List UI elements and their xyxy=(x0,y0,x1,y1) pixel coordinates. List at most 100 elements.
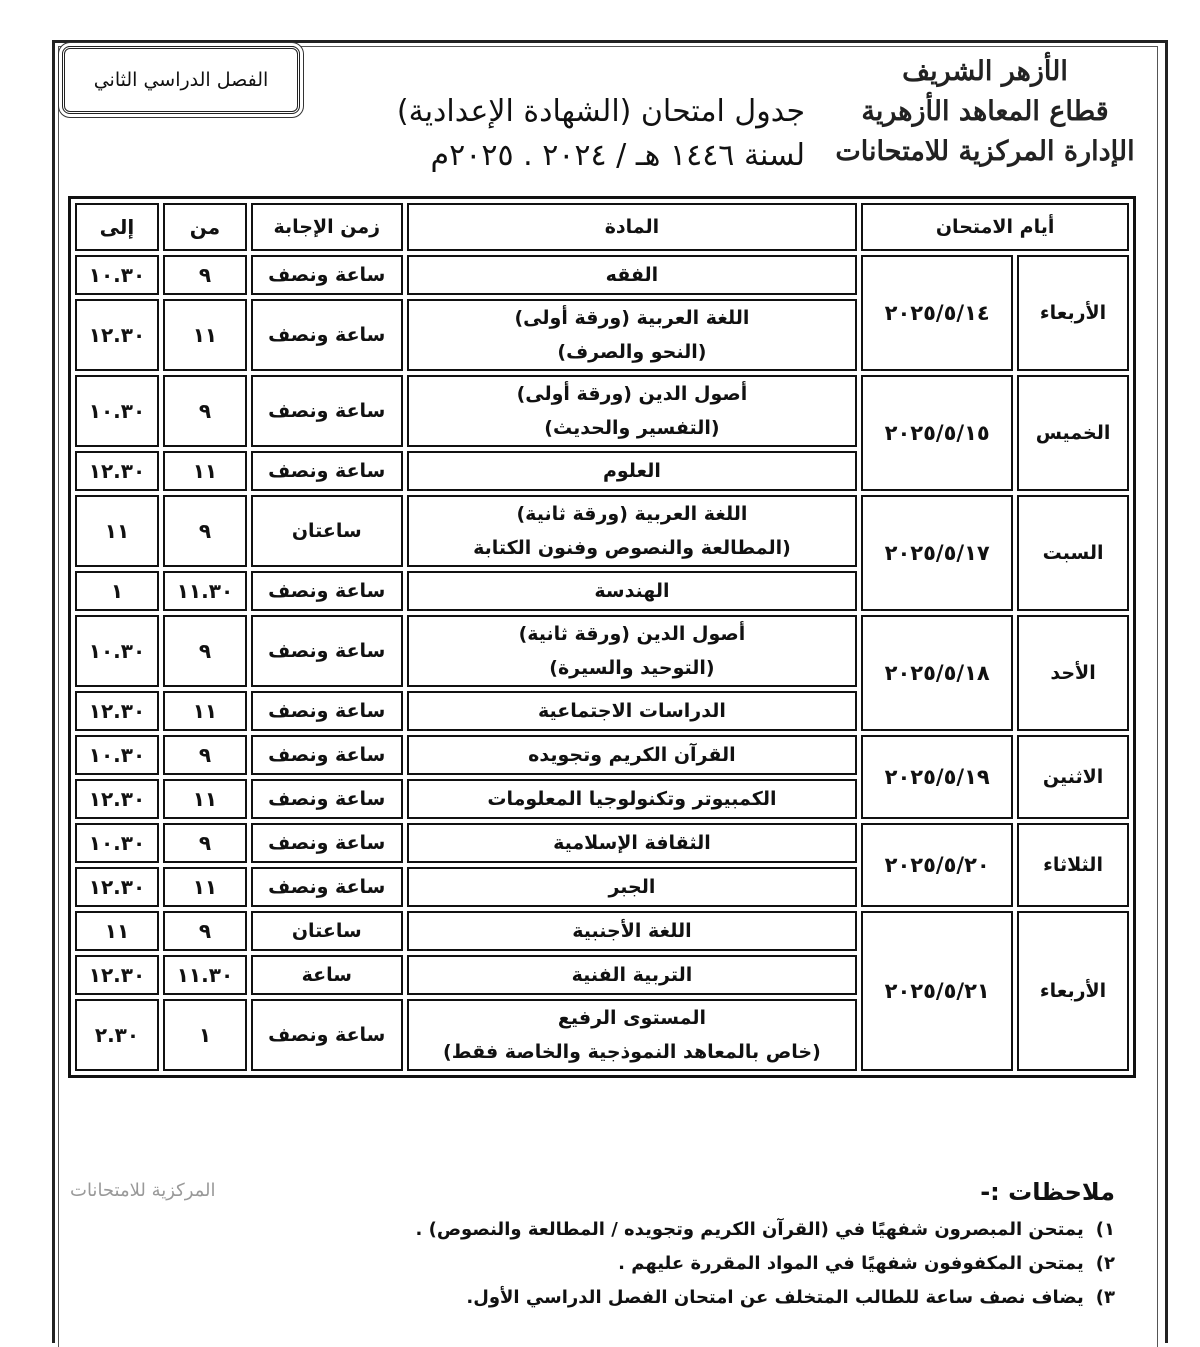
year-text: لسنة ١٤٤٦ هـ / ٢٠٢٤ . ٢٠٢٥م xyxy=(430,138,805,173)
to-time-cell: ١١ xyxy=(75,911,159,951)
from-time-cell: ١١ xyxy=(162,299,247,371)
term-box: الفصل الدراسي الثاني xyxy=(62,46,300,114)
subject-name: أصول الدين (ورقة ثانية) xyxy=(518,623,746,645)
from-time-cell: ١١.٣٠ xyxy=(162,955,247,995)
date-cell: ٢٠٢٥/٥/١٤ xyxy=(861,255,1014,371)
date-cell: ٢٠٢٥/٥/١٩ xyxy=(861,735,1014,819)
to-time-cell: ١ xyxy=(75,571,159,611)
subject-name: الثقافة الإسلامية xyxy=(553,832,711,854)
subject-cell: المستوى الرفيع (خاص بالمعاهد النموذجية وا… xyxy=(406,999,858,1071)
table-row: الأحد ٢٠٢٥/٥/١٨ أصول الدين (ورقة ثانية) (ال… xyxy=(75,615,1129,731)
header-to: إلى xyxy=(75,203,159,251)
to-time-cell: ١٢.٣٠ xyxy=(75,955,159,995)
subject-name: الفقه xyxy=(605,264,659,286)
subject-cell: الجبر xyxy=(406,867,858,907)
table-row: الاثنين ٢٠٢٥/٥/١٩ القرآن الكريم وتجويده ساع… xyxy=(75,735,1129,819)
date-cell: ٢٠٢٥/٥/٢٠ xyxy=(861,823,1014,907)
to-time-cell: ١٢.٣٠ xyxy=(75,691,159,731)
subject-detail: (النحو والصرف) xyxy=(557,341,707,363)
duration-cell: ساعة ونصف xyxy=(250,823,403,863)
subject-name: اللغة العربية (ورقة أولى) xyxy=(514,307,750,329)
table-row: الهندسة ساعة ونصف ١١.٣٠ ١ xyxy=(75,571,1129,611)
subject-name: اللغة الأجنبية xyxy=(572,920,692,942)
note-number: ١) xyxy=(1095,1219,1115,1240)
duration-cell: ساعة ونصف xyxy=(250,375,403,447)
header-from: من xyxy=(162,203,247,251)
logo-line: الأزهر الشريف xyxy=(902,56,1069,87)
day-cell: السبت xyxy=(1017,495,1129,611)
subject-detail: (التفسير والحديث) xyxy=(544,417,720,439)
table-row: الدراسات الاجتماعية ساعة ونصف ١١ ١٢.٣٠ xyxy=(75,691,1129,731)
duration-cell: ساعة xyxy=(250,955,403,995)
to-time-cell: ٢.٣٠ xyxy=(75,999,159,1071)
note-number: ٢) xyxy=(1095,1253,1115,1274)
header-subject: المادة xyxy=(406,203,858,251)
header-row: أيام الامتحان المادة زمن الإجابة من إلى xyxy=(75,203,1129,251)
document-title: جدول امتحان (الشهادة الإعدادية) لسنة ١٤٤… xyxy=(397,90,805,178)
header-days: أيام الامتحان xyxy=(861,203,1129,251)
to-time-cell: ١٠.٣٠ xyxy=(75,735,159,775)
logo-line: قطاع المعاهد الأزهرية xyxy=(861,96,1109,127)
from-time-cell: ١ xyxy=(162,999,247,1071)
notes-title: ملاحظات :- xyxy=(980,1178,1115,1206)
from-time-cell: ١١.٣٠ xyxy=(162,571,247,611)
duration-cell: ساعة ونصف xyxy=(250,999,403,1071)
subject-cell: القرآن الكريم وتجويده xyxy=(406,735,858,775)
exam-schedule-table: أيام الامتحان المادة زمن الإجابة من إلى … xyxy=(68,196,1136,1078)
subject-detail: (التوحيد والسيرة) xyxy=(549,657,715,679)
subject-cell: اللغة العربية (ورقة ثانية) (المطالعة والن… xyxy=(406,495,858,567)
day-cell: الاثنين xyxy=(1017,735,1129,819)
subject-cell: أصول الدين (ورقة ثانية) (التوحيد والسيرة) xyxy=(406,615,858,687)
to-time-cell: ١٠.٣٠ xyxy=(75,375,159,447)
stamp-text: المركزية للامتحانات xyxy=(70,1180,216,1201)
subject-name: أصول الدين (ورقة أولى) xyxy=(516,383,748,405)
date-cell: ٢٠٢٥/٥/١٧ xyxy=(861,495,1014,611)
note-text: يمتحن المبصرون شفهيًا في (القرآن الكريم … xyxy=(415,1219,1084,1240)
to-time-cell: ١٢.٣٠ xyxy=(75,451,159,491)
subject-cell: الفقه xyxy=(406,255,858,295)
subject-detail: (المطالعة والنصوص وفنون الكتابة xyxy=(473,537,791,559)
subject-name: الكمبيوتر وتكنولوجيا المعلومات xyxy=(487,788,777,810)
note-item: ٣) يضاف نصف ساعة للطالب المتخلف عن امتحان… xyxy=(416,1281,1115,1315)
duration-cell: ساعة ونصف xyxy=(250,571,403,611)
subject-cell: الثقافة الإسلامية xyxy=(406,823,858,863)
to-time-cell: ١١ xyxy=(75,495,159,567)
logo-line: الإدارة المركزية للامتحانات xyxy=(835,136,1135,167)
table-row: الكمبيوتر وتكنولوجيا المعلومات ساعة ونصف ١… xyxy=(75,779,1129,819)
note-text: يمتحن المكفوفون شفهيًا في المواد المقررة… xyxy=(618,1253,1084,1274)
table-row: الثلاثاء ٢٠٢٥/٥/٢٠ الثقافة الإسلامية ساعة و… xyxy=(75,823,1129,907)
from-time-cell: ٩ xyxy=(162,615,247,687)
note-item: ١) يمتحن المبصرون شفهيًا في (القرآن الكري… xyxy=(416,1213,1115,1247)
page-border xyxy=(52,40,1168,1343)
table-row: الجبر ساعة ونصف ١١ ١٢.٣٠ xyxy=(75,867,1129,907)
subject-cell: أصول الدين (ورقة أولى) (التفسير والحديث) xyxy=(406,375,858,447)
subject-cell: العلوم xyxy=(406,451,858,491)
table-row: السبت ٢٠٢٥/٥/١٧ اللغة العربية (ورقة ثانية)… xyxy=(75,495,1129,611)
day-cell: الخميس xyxy=(1017,375,1129,491)
from-time-cell: ٩ xyxy=(162,375,247,447)
azhar-logo: الأزهر الشريف قطاع المعاهد الأزهرية الإد… xyxy=(835,52,1135,172)
from-time-cell: ٩ xyxy=(162,255,247,295)
page-border-inner xyxy=(58,46,1158,1347)
to-time-cell: ١٠.٣٠ xyxy=(75,255,159,295)
subject-name: المستوى الرفيع xyxy=(557,1007,706,1029)
subject-cell: الكمبيوتر وتكنولوجيا المعلومات xyxy=(406,779,858,819)
table-row: الأربعاء ٢٠٢٥/٥/١٤ الفقه ساعة ونصف ٩ ١٠.٣٠ xyxy=(75,255,1129,371)
duration-cell: ساعة ونصف xyxy=(250,735,403,775)
note-number: ٣) xyxy=(1095,1287,1115,1308)
day-cell: الأربعاء xyxy=(1017,255,1129,371)
notes-section: ملاحظات :- ١) يمتحن المبصرون شفهيًا في (ا… xyxy=(416,1175,1115,1315)
from-time-cell: ٩ xyxy=(162,823,247,863)
subject-cell: الدراسات الاجتماعية xyxy=(406,691,858,731)
to-time-cell: ١٢.٣٠ xyxy=(75,779,159,819)
date-cell: ٢٠٢٥/٥/٢١ xyxy=(861,911,1014,1071)
subject-detail: (خاص بالمعاهد النموذجية والخاصة فقط) xyxy=(443,1041,821,1063)
subject-name: الهندسة xyxy=(594,580,670,602)
table-row: المستوى الرفيع (خاص بالمعاهد النموذجية وا… xyxy=(75,999,1129,1071)
from-time-cell: ١١ xyxy=(162,779,247,819)
title-text: جدول امتحان (الشهادة الإعدادية) xyxy=(396,94,805,129)
date-cell: ٢٠٢٥/٥/١٨ xyxy=(861,615,1014,731)
duration-cell: ساعة ونصف xyxy=(250,691,403,731)
note-item: ٢) يمتحن المكفوفون شفهيًا في المواد المقر… xyxy=(416,1247,1115,1281)
to-time-cell: ١٢.٣٠ xyxy=(75,867,159,907)
